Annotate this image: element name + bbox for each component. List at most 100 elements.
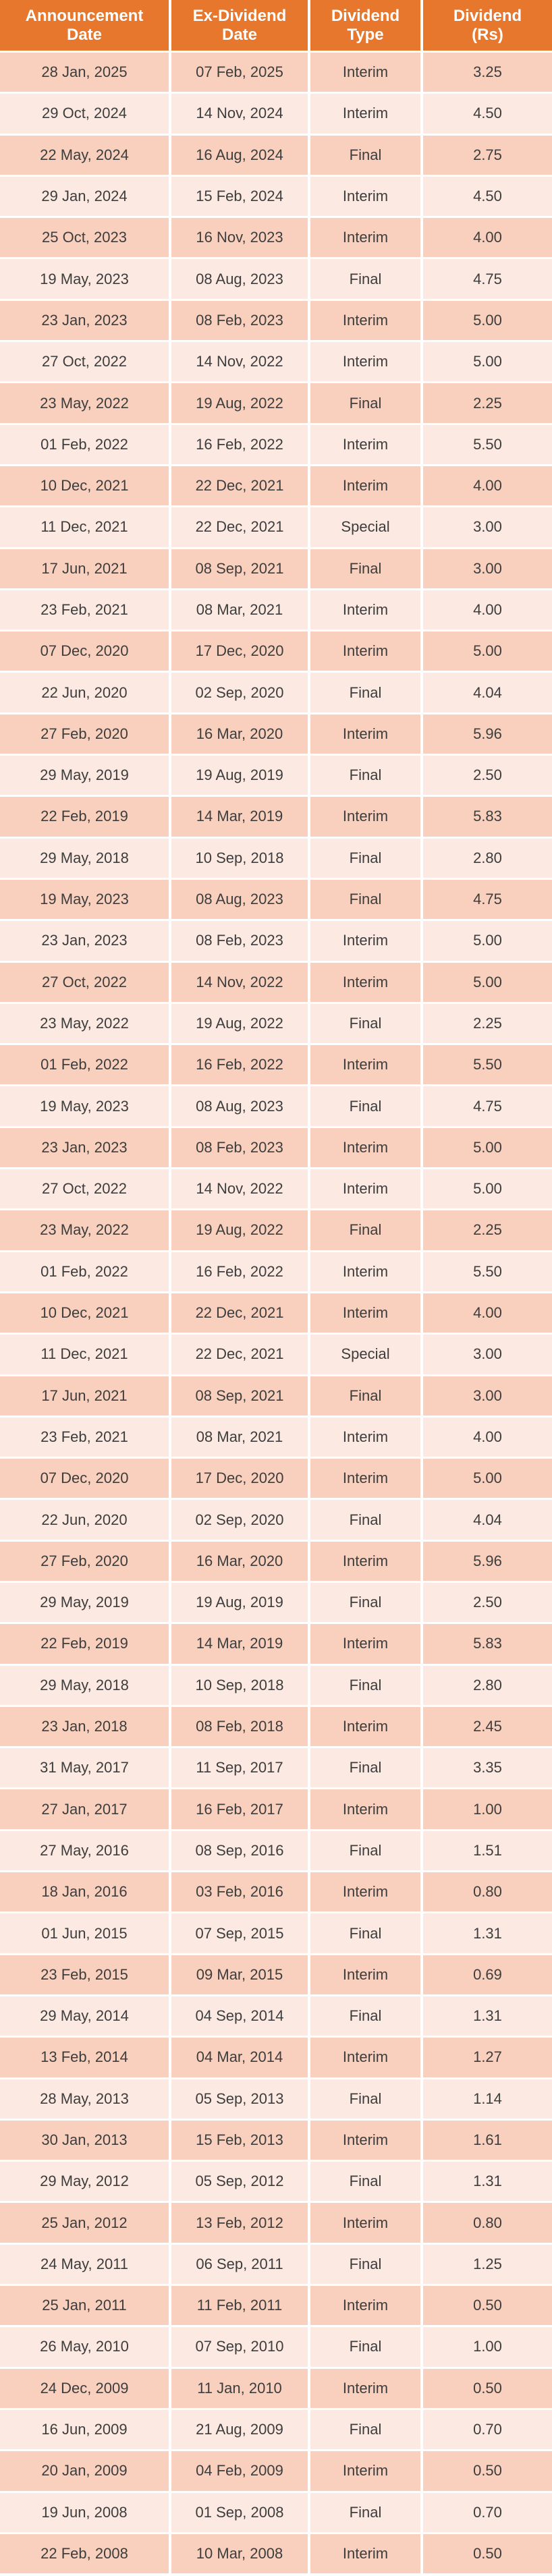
cell-announcement-date: 27 Oct, 2022	[0, 962, 169, 1002]
cell-ex-dividend-date: 16 Nov, 2023	[171, 218, 308, 258]
cell-ex-dividend-date: 06 Sep, 2011	[171, 2244, 308, 2285]
cell-dividend-type: Interim	[310, 94, 420, 134]
cell-announcement-date: 01 Jun, 2015	[0, 1913, 169, 1953]
cell-dividend-type: Interim	[310, 1252, 420, 1291]
cell-dividend-type: Final	[310, 2409, 420, 2450]
table-row: 19 May, 2023 08 Aug, 2023 Final 4.75	[0, 879, 552, 920]
table-row: 27 Oct, 2022 14 Nov, 2022 Interim 5.00	[0, 1169, 552, 1209]
cell-dividend-amount: 2.75	[423, 135, 552, 175]
cell-dividend-amount: 5.83	[423, 1624, 552, 1664]
table-row: 01 Feb, 2022 16 Feb, 2022 Interim 5.50	[0, 1045, 552, 1085]
cell-dividend-type: Final	[310, 1003, 420, 1044]
cell-dividend-amount: 1.25	[423, 2244, 552, 2285]
cell-dividend-type: Interim	[310, 590, 420, 630]
cell-announcement-date: 10 Dec, 2021	[0, 1293, 169, 1333]
cell-dividend-type: Interim	[310, 424, 420, 464]
cell-dividend-type: Interim	[310, 2120, 420, 2160]
cell-dividend-amount: 5.96	[423, 714, 552, 754]
table-row: 16 Jun, 2009 21 Aug, 2009 Final 0.70	[0, 2409, 552, 2450]
cell-dividend-type: Interim	[310, 300, 420, 341]
cell-ex-dividend-date: 10 Sep, 2018	[171, 1665, 308, 1705]
table-row: 01 Feb, 2022 16 Feb, 2022 Interim 5.50	[0, 424, 552, 464]
cell-announcement-date: 23 Feb, 2021	[0, 1417, 169, 1457]
table-row: 23 May, 2022 19 Aug, 2022 Final 2.25	[0, 383, 552, 423]
cell-announcement-date: 18 Jan, 2016	[0, 1872, 169, 1912]
cell-ex-dividend-date: 08 Mar, 2021	[171, 590, 308, 630]
table-row: 19 Jun, 2008 01 Sep, 2008 Final 0.70	[0, 2492, 552, 2532]
cell-dividend-type: Interim	[310, 1459, 420, 1499]
cell-dividend-amount: 0.69	[423, 1955, 552, 1994]
cell-dividend-amount: 5.00	[423, 632, 552, 671]
cell-dividend-type: Final	[310, 2079, 420, 2119]
cell-announcement-date: 29 May, 2012	[0, 2162, 169, 2202]
cell-dividend-type: Interim	[310, 797, 420, 837]
cell-ex-dividend-date: 04 Mar, 2014	[171, 2038, 308, 2077]
cell-dividend-type: Final	[310, 1210, 420, 1250]
cell-dividend-amount: 4.04	[423, 673, 552, 712]
cell-ex-dividend-date: 16 Feb, 2022	[171, 1252, 308, 1291]
cell-dividend-type: Final	[310, 1086, 420, 1126]
cell-ex-dividend-date: 13 Feb, 2012	[171, 2203, 308, 2243]
cell-ex-dividend-date: 08 Sep, 2016	[171, 1830, 308, 1871]
cell-dividend-type: Final	[310, 1913, 420, 1953]
cell-announcement-date: 23 Feb, 2021	[0, 590, 169, 630]
cell-ex-dividend-date: 04 Feb, 2009	[171, 2451, 308, 2491]
table-row: 19 May, 2023 08 Aug, 2023 Final 4.75	[0, 259, 552, 299]
cell-announcement-date: 23 Jan, 2023	[0, 921, 169, 961]
cell-ex-dividend-date: 16 Mar, 2020	[171, 714, 308, 754]
cell-dividend-amount: 2.50	[423, 756, 552, 795]
cell-ex-dividend-date: 14 Nov, 2022	[171, 342, 308, 382]
cell-dividend-amount: 4.00	[423, 1417, 552, 1457]
cell-dividend-type: Interim	[310, 1789, 420, 1829]
cell-announcement-date: 17 Jun, 2021	[0, 549, 169, 588]
table-row: 20 Jan, 2009 04 Feb, 2009 Interim 0.50	[0, 2451, 552, 2491]
cell-ex-dividend-date: 17 Dec, 2020	[171, 1459, 308, 1499]
cell-dividend-type: Final	[310, 756, 420, 795]
cell-announcement-date: 22 Feb, 2019	[0, 797, 169, 837]
cell-announcement-date: 23 Feb, 2015	[0, 1955, 169, 1994]
cell-announcement-date: 17 Jun, 2021	[0, 1376, 169, 1416]
cell-dividend-amount: 0.80	[423, 1872, 552, 1912]
cell-ex-dividend-date: 14 Nov, 2024	[171, 94, 308, 134]
column-header-dividend-rs: Dividend (Rs)	[423, 0, 552, 51]
cell-dividend-amount: 5.00	[423, 300, 552, 341]
cell-ex-dividend-date: 08 Feb, 2023	[171, 1127, 308, 1168]
cell-dividend-amount: 5.96	[423, 1541, 552, 1581]
cell-dividend-type: Interim	[310, 1293, 420, 1333]
cell-announcement-date: 26 May, 2010	[0, 2327, 169, 2367]
cell-dividend-type: Final	[310, 1500, 420, 1540]
cell-dividend-amount: 1.31	[423, 1913, 552, 1953]
cell-announcement-date: 22 Feb, 2019	[0, 1624, 169, 1664]
cell-dividend-type: Final	[310, 2244, 420, 2285]
table-row: 22 Jun, 2020 02 Sep, 2020 Final 4.04	[0, 673, 552, 712]
cell-dividend-amount: 4.50	[423, 176, 552, 217]
cell-dividend-type: Final	[310, 1582, 420, 1623]
cell-dividend-amount: 5.00	[423, 962, 552, 1002]
cell-dividend-amount: 1.00	[423, 2327, 552, 2367]
table-row: 27 Oct, 2022 14 Nov, 2022 Interim 5.00	[0, 962, 552, 1002]
cell-dividend-type: Interim	[310, 1872, 420, 1912]
cell-dividend-amount: 0.50	[423, 2286, 552, 2326]
table-row: 13 Feb, 2014 04 Mar, 2014 Interim 1.27	[0, 2038, 552, 2077]
cell-announcement-date: 01 Feb, 2022	[0, 1045, 169, 1085]
cell-dividend-amount: 3.00	[423, 507, 552, 547]
cell-ex-dividend-date: 08 Sep, 2021	[171, 549, 308, 588]
cell-announcement-date: 10 Dec, 2021	[0, 466, 169, 506]
cell-announcement-date: 28 Jan, 2025	[0, 53, 169, 92]
cell-announcement-date: 24 Dec, 2009	[0, 2368, 169, 2408]
table-row: 27 Feb, 2020 16 Mar, 2020 Interim 5.96	[0, 714, 552, 754]
cell-dividend-amount: 4.75	[423, 1086, 552, 1126]
cell-announcement-date: 29 May, 2018	[0, 1665, 169, 1705]
cell-dividend-type: Interim	[310, 1541, 420, 1581]
cell-announcement-date: 22 Feb, 2008	[0, 2533, 169, 2574]
cell-dividend-amount: 0.70	[423, 2492, 552, 2532]
cell-ex-dividend-date: 08 Aug, 2023	[171, 259, 308, 299]
cell-announcement-date: 01 Feb, 2022	[0, 424, 169, 464]
cell-dividend-amount: 1.61	[423, 2120, 552, 2160]
cell-dividend-type: Final	[310, 549, 420, 588]
cell-announcement-date: 19 May, 2023	[0, 259, 169, 299]
cell-dividend-type: Final	[310, 2327, 420, 2367]
cell-dividend-amount: 1.31	[423, 1996, 552, 2036]
cell-dividend-type: Final	[310, 1996, 420, 2036]
